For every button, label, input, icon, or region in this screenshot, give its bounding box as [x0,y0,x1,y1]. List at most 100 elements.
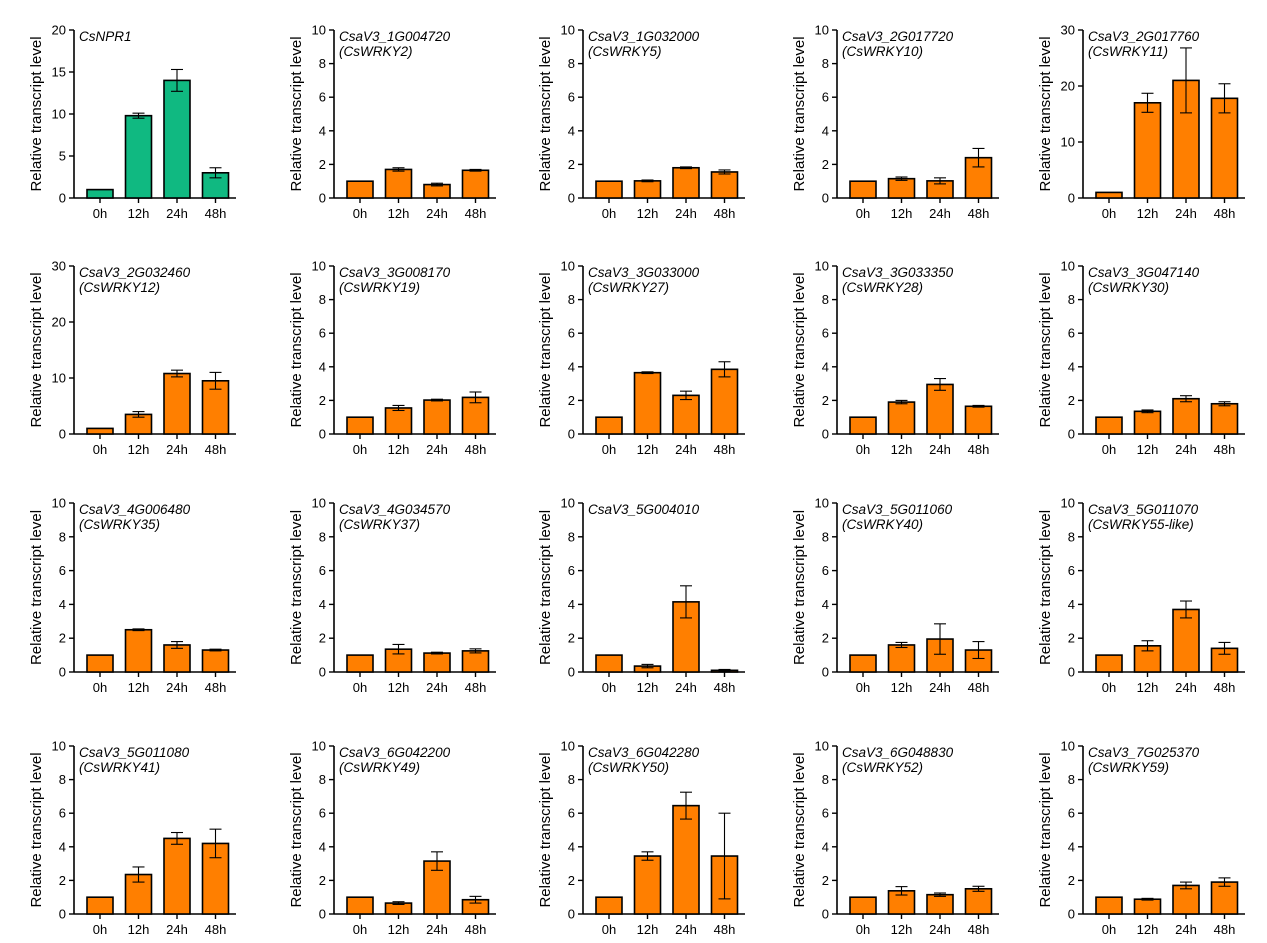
y-tick-label: 4 [568,359,575,374]
y-tick-label: 2 [822,873,829,888]
y-tick-label: 10 [52,739,66,754]
y-axis-label: Relative transcript level [28,510,45,665]
bar [201,649,230,673]
y-tick-label: 6 [319,90,326,105]
y-tick-label: 4 [319,839,326,854]
y-tick-label: 0 [822,907,829,922]
error-bar [209,167,222,179]
y-axis-label: Relative transcript level [288,36,305,191]
y-tick-label: 6 [822,90,829,105]
error-bar [641,663,654,669]
chart-panel: 0 2 4 6 8 10 Relative transcript level 0h 12h 24h… [791,23,999,221]
bar [346,896,374,915]
error-bar [680,166,692,170]
error-bar [209,371,222,390]
x-tick-label: 12h [1137,922,1159,937]
bar [1133,410,1162,435]
y-tick-label: 8 [822,292,829,307]
y-tick-label: 0 [568,427,575,442]
y-tick-label: 4 [319,597,326,612]
y-tick-label: 0 [59,907,66,922]
x-tick-label: 12h [637,680,659,695]
x-tick-label: 48h [465,442,487,457]
bar [1133,898,1162,915]
y-tick-label: 8 [822,529,829,544]
bar [346,654,374,673]
bar [423,183,451,199]
x-tick-label: 24h [166,922,188,937]
chart-panel: 0 2 4 6 8 10 Relative transcript level 0h 12h 24h… [791,259,999,457]
chart-panel: 0 2 4 6 8 10 Relative transcript level 0h 12h 24h… [537,739,745,937]
y-tick-label: 8 [319,529,326,544]
chart-title: CsaV3_1G032000 [588,29,700,44]
bar [86,654,114,673]
chart-panel: 0 2 4 6 8 10 Relative transcript level 0h 12h 24h… [288,739,496,937]
y-tick-label: 20 [52,23,66,38]
chart-panel: 0 2 4 6 8 10 Relative transcript level 0h 12h 24h… [1037,496,1245,695]
error-bar [895,641,908,649]
y-tick-label: 10 [561,739,575,754]
bar [86,427,114,435]
error-bar [392,167,405,172]
chart-subtitle: (CsWRKY35) [79,517,160,532]
error-bar [972,641,985,660]
y-tick-label: 2 [1068,393,1075,408]
x-tick-label: 24h [166,442,188,457]
y-tick-label: 6 [568,806,575,821]
y-tick-label: 6 [59,563,66,578]
y-tick-label: 10 [815,23,829,38]
chart-title: CsaV3_3G047140 [1088,265,1200,280]
error-bar [718,169,731,175]
x-tick-label: 0h [353,206,367,221]
y-tick-label: 10 [312,23,326,38]
x-tick-label: 24h [1175,442,1197,457]
x-tick-label: 12h [128,680,150,695]
x-tick-label: 0h [856,206,870,221]
error-bar [680,585,692,619]
x-tick-label: 24h [929,442,951,457]
x-tick-label: 48h [205,206,227,221]
x-tick-label: 48h [714,442,736,457]
y-tick-label: 10 [561,259,575,274]
y-tick-label: 2 [319,157,326,172]
error-bar [972,404,985,408]
y-tick-label: 10 [561,496,575,511]
y-tick-label: 6 [319,563,326,578]
chart-title: CsaV3_6G042200 [339,745,451,760]
error-bar [1141,409,1154,414]
chart-title: CsaV3_2G017720 [842,29,954,44]
x-tick-label: 24h [166,680,188,695]
error-bar [972,147,985,168]
error-bar [431,398,443,402]
x-tick-label: 0h [602,442,616,457]
bar [849,654,877,673]
y-tick-label: 10 [312,259,326,274]
error-bar [1180,600,1192,619]
chart-title: CsaV3_5G011070 [1088,502,1199,517]
x-tick-label: 48h [714,922,736,937]
bar [384,168,413,199]
x-tick-label: 12h [637,206,659,221]
x-tick-label: 0h [1102,442,1116,457]
y-tick-label: 2 [319,393,326,408]
error-bar [392,404,405,412]
x-tick-label: 12h [388,206,410,221]
bar [163,837,191,915]
x-tick-label: 0h [602,922,616,937]
y-axis-label: Relative transcript level [791,36,808,191]
chart-title: CsaV3_6G048830 [842,745,954,760]
y-tick-label: 10 [815,496,829,511]
y-tick-label: 4 [568,597,575,612]
error-bar [132,866,145,883]
y-tick-label: 6 [59,806,66,821]
error-bar [1180,881,1192,890]
bar [849,416,877,435]
y-tick-label: 8 [319,292,326,307]
bar [423,652,451,673]
bar [124,114,153,199]
x-tick-label: 0h [93,206,107,221]
y-tick-label: 2 [568,631,575,646]
bar [461,169,490,199]
y-tick-label: 0 [1068,191,1075,206]
